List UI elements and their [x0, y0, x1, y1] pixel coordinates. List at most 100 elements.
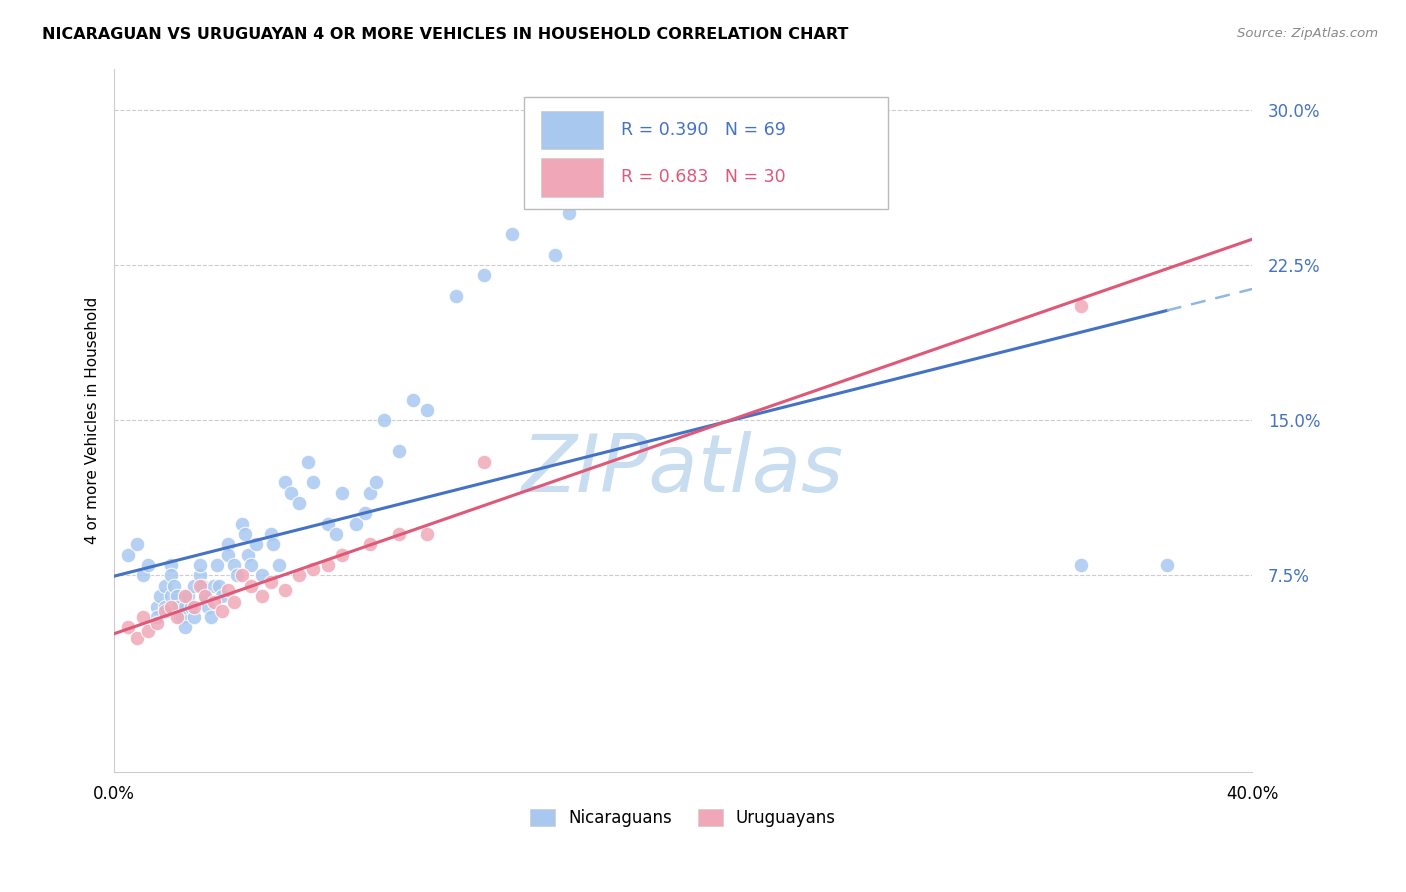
Point: [250, 568, 273, 582]
Point: [188, 579, 211, 593]
Point: [188, 568, 211, 582]
Point: [501, 227, 523, 241]
Point: [217, 548, 239, 562]
Point: [146, 599, 169, 614]
Point: [330, 485, 353, 500]
Point: [180, 599, 202, 614]
Point: [231, 516, 253, 531]
Point: [136, 624, 159, 639]
Point: [325, 527, 347, 541]
Point: [211, 604, 233, 618]
Point: [166, 599, 188, 614]
Text: R = 0.390   N = 69: R = 0.390 N = 69: [620, 120, 786, 139]
Point: [183, 599, 205, 614]
Point: [155, 579, 177, 593]
Point: [217, 537, 239, 551]
Point: [1156, 558, 1178, 573]
Point: [1070, 300, 1092, 314]
Point: [177, 589, 200, 603]
Point: [146, 616, 169, 631]
Point: [231, 568, 253, 582]
Point: [146, 610, 169, 624]
Point: [316, 558, 339, 573]
Point: [197, 599, 219, 614]
Point: [558, 206, 581, 220]
Point: [250, 589, 273, 603]
Point: [174, 589, 197, 603]
Point: [211, 589, 233, 603]
Text: R = 0.683   N = 30: R = 0.683 N = 30: [620, 168, 785, 186]
Point: [136, 558, 159, 573]
Y-axis label: 4 or more Vehicles in Household: 4 or more Vehicles in Household: [86, 297, 100, 544]
Point: [297, 455, 319, 469]
Point: [245, 537, 267, 551]
Point: [359, 485, 381, 500]
Point: [202, 595, 225, 609]
Point: [160, 589, 183, 603]
Point: [125, 537, 148, 551]
Point: [174, 599, 197, 614]
Point: [208, 579, 231, 593]
Point: [288, 568, 311, 582]
FancyBboxPatch shape: [541, 111, 603, 150]
Point: [194, 589, 217, 603]
Point: [166, 589, 188, 603]
Point: [239, 558, 262, 573]
Text: Source: ZipAtlas.com: Source: ZipAtlas.com: [1237, 27, 1378, 40]
Point: [269, 558, 291, 573]
Point: [316, 516, 339, 531]
Point: [222, 558, 245, 573]
Point: [416, 527, 439, 541]
Point: [388, 527, 411, 541]
Point: [191, 579, 214, 593]
Point: [359, 537, 381, 551]
Point: [302, 562, 325, 576]
Point: [353, 507, 375, 521]
Point: [263, 537, 285, 551]
Point: [174, 620, 197, 634]
Point: [117, 548, 139, 562]
Legend: Nicaraguans, Uruguayans: Nicaraguans, Uruguayans: [524, 803, 842, 834]
Point: [236, 548, 259, 562]
Point: [225, 568, 247, 582]
Point: [169, 610, 191, 624]
Point: [200, 610, 222, 624]
Point: [444, 289, 467, 303]
Point: [160, 568, 183, 582]
Point: [160, 558, 183, 573]
Point: [217, 582, 239, 597]
Point: [373, 413, 395, 427]
Point: [202, 579, 225, 593]
Point: [188, 558, 211, 573]
Text: ZIP​atlas: ZIP​atlas: [522, 431, 844, 508]
Point: [183, 610, 205, 624]
Text: NICARAGUAN VS URUGUAYAN 4 OR MORE VEHICLES IN HOUSEHOLD CORRELATION CHART: NICARAGUAN VS URUGUAYAN 4 OR MORE VEHICL…: [42, 27, 849, 42]
Point: [274, 475, 297, 490]
Point: [233, 527, 256, 541]
Point: [472, 268, 495, 283]
Point: [330, 548, 353, 562]
Point: [364, 475, 387, 490]
Point: [125, 631, 148, 645]
Point: [166, 610, 188, 624]
Point: [388, 444, 411, 458]
Point: [472, 455, 495, 469]
Point: [259, 574, 281, 589]
Point: [131, 568, 153, 582]
Point: [302, 475, 325, 490]
Point: [155, 604, 177, 618]
Point: [155, 599, 177, 614]
Point: [117, 620, 139, 634]
Point: [131, 610, 153, 624]
Point: [288, 496, 311, 510]
Point: [205, 558, 228, 573]
FancyBboxPatch shape: [524, 96, 889, 210]
Point: [402, 392, 425, 407]
Point: [1070, 558, 1092, 573]
Point: [259, 527, 281, 541]
FancyBboxPatch shape: [541, 158, 603, 196]
Point: [274, 582, 297, 597]
Point: [160, 599, 183, 614]
Point: [239, 579, 262, 593]
Point: [280, 485, 302, 500]
